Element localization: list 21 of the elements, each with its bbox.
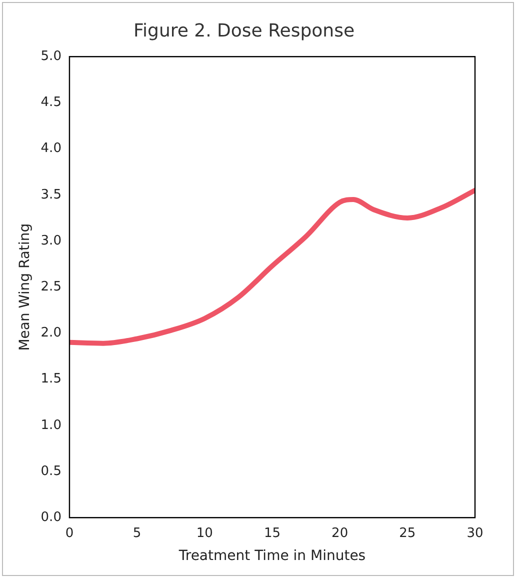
y-tick-label: 1.0 (40, 418, 62, 433)
y-tick-label: 0.5 (40, 464, 62, 479)
y-tick-label: 5.0 (40, 48, 62, 64)
y-tick-label: 0.0 (40, 510, 62, 525)
x-tick-label: 10 (196, 526, 213, 541)
y-tick-label: 3.5 (40, 187, 62, 202)
x-tick-label: 30 (466, 526, 484, 541)
y-tick-label: 4.0 (40, 141, 62, 156)
y-tick-label: 1.5 (40, 372, 62, 387)
x-tick-label: 25 (399, 526, 416, 541)
x-tick-label: 5 (132, 526, 142, 541)
y-tick-label: 2.0 (40, 326, 62, 341)
x-tick-label: 0 (65, 526, 74, 541)
y-tick-label: 3.0 (40, 233, 62, 248)
y-tick-label: 4.5 (40, 95, 62, 110)
x-tick-label: 20 (332, 526, 348, 541)
x-tick-label: 15 (264, 526, 281, 541)
chart-title: Figure 2. Dose Response (133, 20, 355, 42)
y-tick-label: 2.5 (40, 279, 62, 294)
y-axis-title: Mean Wing Rating (17, 223, 34, 351)
x-axis-title: Treatment Time in Minutes (178, 548, 366, 564)
